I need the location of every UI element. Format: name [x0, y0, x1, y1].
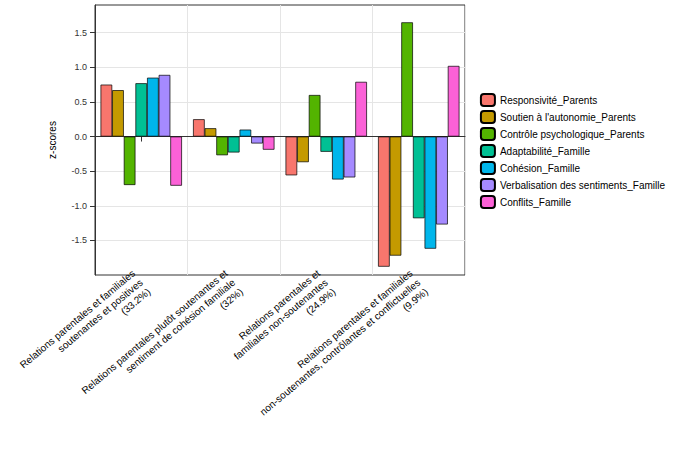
svg-text:Relations parentales plutôt so: Relations parentales plutôt soutenantes …	[79, 267, 229, 396]
svg-text:-1.5: -1.5	[71, 235, 87, 245]
svg-text:Conflits_Famille: Conflits_Famille	[500, 197, 572, 208]
svg-text:-1.0: -1.0	[71, 201, 87, 211]
svg-text:1.5: 1.5	[74, 28, 87, 38]
svg-text:Contrôle psychologique_Parents: Contrôle psychologique_Parents	[500, 129, 645, 140]
svg-text:z-scores: z-scores	[47, 121, 58, 159]
svg-text:Relations parentales et famili: Relations parentales et familiales	[295, 268, 414, 371]
svg-text:Adaptabilité_Famille: Adaptabilité_Famille	[500, 146, 590, 157]
svg-text:Relations parentales et: Relations parentales et	[236, 267, 323, 342]
svg-text:(32%): (32%)	[217, 286, 245, 312]
svg-text:Relations parentales et famili: Relations parentales et familiales	[17, 267, 138, 371]
svg-text:soutenantes et positives: soutenantes et positives	[56, 277, 145, 354]
svg-text:Soutien à l'autonomie_Parents: Soutien à l'autonomie_Parents	[500, 112, 636, 123]
svg-text:(24.9%): (24.9%)	[304, 286, 338, 317]
svg-text:Responsivité_Parents: Responsivité_Parents	[500, 95, 597, 106]
svg-text:-0.5: -0.5	[71, 166, 87, 176]
svg-text:(9.9%): (9.9%)	[400, 286, 430, 313]
svg-text:0.0: 0.0	[74, 132, 87, 142]
svg-text:0.5: 0.5	[74, 97, 87, 107]
svg-text:1.0: 1.0	[74, 62, 87, 72]
svg-text:Verbalisation des sentiments_F: Verbalisation des sentiments_Famille	[500, 180, 666, 191]
svg-text:Cohésion_Famille: Cohésion_Famille	[500, 163, 580, 174]
svg-text:(33.2%): (33.2%)	[119, 286, 153, 317]
svg-text:non-soutenantes, contrôlantes: non-soutenantes, contrôlantes et conflic…	[258, 277, 423, 418]
svg-text:familiales non-soutenantes: familiales non-soutenantes	[231, 276, 330, 362]
svg-text:sentiment de cohésion familial: sentiment de cohésion familiale	[123, 277, 237, 375]
